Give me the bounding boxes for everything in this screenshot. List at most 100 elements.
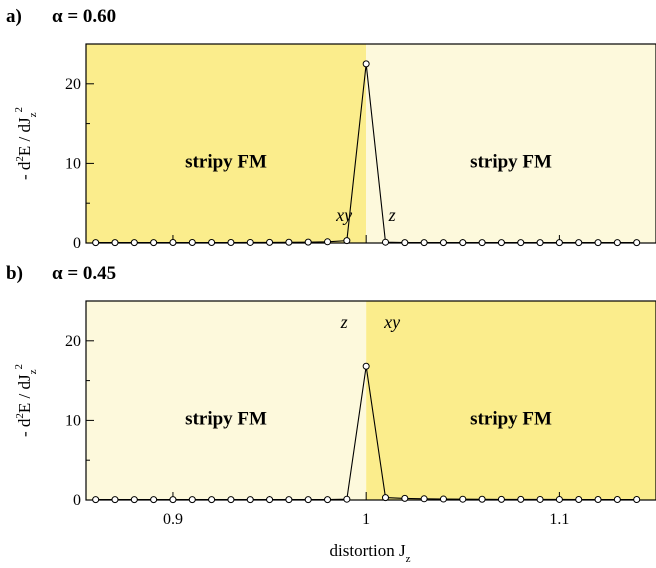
panel-letter: b) [6,263,23,284]
data-point [459,495,467,503]
phase-region [366,301,656,500]
y-axis-label-part: 2 [14,413,26,419]
data-point [555,239,563,247]
region-label: stripy FM [185,151,267,172]
y-axis-label: - d2E / dJz2 [13,364,39,437]
state-label: xy [383,312,400,332]
region-label: stripy FM [470,408,552,429]
x-axis-label-sub: z [406,553,411,565]
state-label: z [340,312,348,332]
y-axis-label: - d2E / dJz2 [13,107,39,180]
data-point [478,239,486,247]
y-axis-label-part: E / dJ [15,117,34,156]
data-point [497,495,505,503]
data-point [633,496,641,504]
y-tick-label: 20 [65,333,81,350]
data-point [555,495,563,503]
y-tick-label: 0 [73,235,81,252]
y-axis-label-part: 2 [13,364,25,370]
y-axis-label-part: z [27,369,39,374]
data-point [362,60,370,68]
data-point [575,496,583,504]
data-point [150,496,158,504]
x-axis-label: distortion Jz [330,541,411,565]
y-axis-label-part: z [27,112,39,117]
data-point [420,239,428,247]
data-point [92,496,100,504]
panel-b: stripy FM stripy FM z xy 0 10 20 0.9 1 1.1 b) α = 0… [6,263,656,565]
x-tick-label: 1 [362,511,370,528]
data-point [517,495,525,503]
x-tick-label: 0.9 [163,511,183,528]
panel-letter: a) [6,6,22,27]
data-point [613,239,621,247]
plot-frame [85,43,656,244]
data-point [343,495,351,503]
data-point [227,496,235,504]
data-point [188,496,196,504]
data-point [111,239,119,247]
data-point [401,494,409,502]
data-point [381,494,389,502]
data-point [266,238,274,246]
data-point [343,237,351,245]
data-point [613,496,621,504]
data-point [439,495,447,503]
data-point [188,239,196,247]
data-point [266,496,274,504]
data-point [594,496,602,504]
data-point [208,239,216,247]
data-point [227,239,235,247]
region-label: stripy FM [470,151,552,172]
data-point [362,362,370,370]
phase-region [86,301,367,500]
data-point [246,496,254,504]
data-point [246,238,254,246]
data-point [575,239,583,247]
data-point [536,239,544,247]
data-point [439,239,447,247]
y-axis-label-part: 2 [14,156,26,162]
y-axis-label-part: - d [15,161,34,180]
data-point [536,495,544,503]
data-point [92,239,100,247]
data-point [285,496,293,504]
data-point [324,238,332,246]
data-point [208,496,216,504]
y-axis-label-part: 2 [13,107,25,113]
y-tick-label: 20 [65,76,81,93]
panel-alpha-title: α = 0.45 [52,263,116,284]
data-point [497,239,505,247]
panel-title: b) α = 0.45 [6,263,116,284]
data-point [478,495,486,503]
state-label: xy [335,205,352,225]
data-point [285,238,293,246]
region-label: stripy FM [185,408,267,429]
y-tick-label: 10 [65,155,81,172]
data-point [130,496,138,504]
y-axis-label-part: E / dJ [15,374,34,413]
data-point [304,496,312,504]
phase-region [86,44,367,243]
y-tick-label: 0 [73,492,81,509]
data-point [517,239,525,247]
phase-region [366,44,656,243]
data-point [381,238,389,246]
data-point [401,239,409,247]
data-point [130,239,138,247]
panel-title: a) α = 0.60 [6,6,116,27]
data-point [304,238,312,246]
data-point [169,239,177,247]
data-point [594,239,602,247]
x-tick-label: 1.1 [549,511,569,528]
x-axis-label-main: distortion J [330,541,406,560]
panel-alpha-title: α = 0.60 [52,6,116,27]
y-tick-label: 10 [65,412,81,429]
data-point [111,496,119,504]
data-point [169,496,177,504]
plot-frame [85,300,656,501]
data-point [420,495,428,503]
data-point [459,239,467,247]
